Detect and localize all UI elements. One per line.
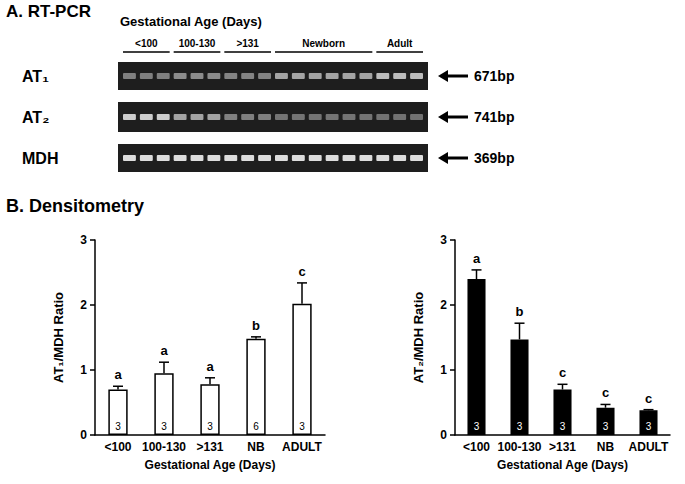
svg-text:ADULT: ADULT [282,440,322,454]
svg-text:c: c [298,264,305,279]
svg-text:>131: >131 [236,38,259,49]
svg-text:3: 3 [115,421,121,432]
svg-text:A. RT-PCR: A. RT-PCR [6,2,91,21]
svg-text:NB: NB [597,440,615,454]
svg-text:AT₁: AT₁ [22,68,49,85]
svg-text:3: 3 [161,421,167,432]
svg-text:<100: <100 [463,440,490,454]
svg-text:100-130: 100-130 [142,440,186,454]
svg-text:3: 3 [646,421,652,432]
svg-text:>131: >131 [196,440,223,454]
svg-text:a: a [473,251,481,266]
svg-text:741bp: 741bp [474,109,514,125]
svg-text:3: 3 [560,421,566,432]
svg-text:671bp: 671bp [474,68,514,84]
svg-text:NB: NB [247,440,265,454]
svg-text:<100: <100 [104,440,131,454]
svg-text:100-130: 100-130 [179,38,216,49]
svg-text:369bp: 369bp [474,150,514,166]
svg-text:c: c [602,385,609,400]
svg-text:2: 2 [440,298,447,312]
svg-text:<100: <100 [135,38,158,49]
svg-text:3: 3 [474,421,480,432]
svg-text:MDH: MDH [22,150,58,167]
svg-text:1: 1 [80,363,87,377]
svg-text:c: c [645,391,652,406]
svg-text:AT₂: AT₂ [22,109,49,126]
svg-text:100-130: 100-130 [497,440,541,454]
svg-text:Newborn: Newborn [302,38,345,49]
svg-text:0: 0 [80,428,87,442]
svg-text:c: c [559,365,566,380]
svg-text:3: 3 [440,233,447,247]
svg-text:ADULT: ADULT [629,440,669,454]
svg-text:AT₁/MDH Ratio: AT₁/MDH Ratio [51,292,66,383]
svg-text:6: 6 [253,421,259,432]
svg-text:0: 0 [440,428,447,442]
svg-text:2: 2 [80,298,87,312]
svg-text:3: 3 [80,233,87,247]
svg-text:3: 3 [603,421,609,432]
svg-text:a: a [160,343,168,358]
svg-text:a: a [206,359,214,374]
svg-text:1: 1 [440,363,447,377]
svg-text:3: 3 [299,421,305,432]
svg-text:>131: >131 [549,440,576,454]
html-text:B. Densitometry: B. Densitometry [6,196,144,216]
svg-text:Adult: Adult [387,38,413,49]
svg-text:a: a [114,367,122,382]
svg-text:3: 3 [517,421,523,432]
svg-text:3: 3 [207,421,213,432]
svg-text:b: b [252,318,260,333]
svg-text:Gestational Age (Days): Gestational Age (Days) [120,14,262,29]
svg-text:Gestational Age (Days): Gestational Age (Days) [497,458,628,472]
svg-text:AT₂/MDH Ratio: AT₂/MDH Ratio [411,292,426,384]
svg-text:Gestational Age (Days): Gestational Age (Days) [145,458,276,472]
svg-text:b: b [516,304,524,319]
